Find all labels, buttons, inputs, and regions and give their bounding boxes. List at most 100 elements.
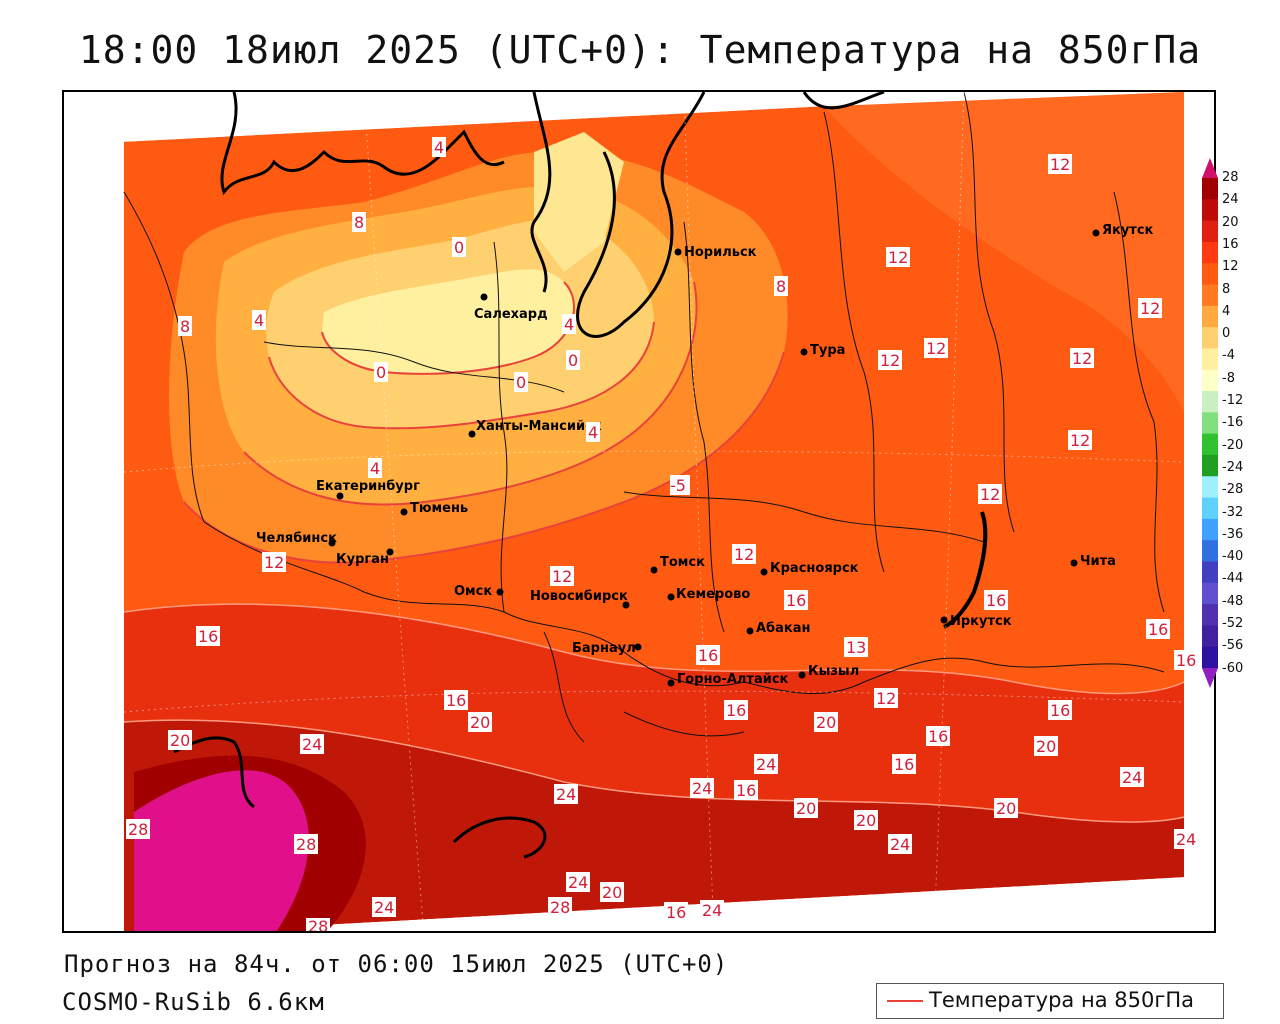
city-label: Красноярск (770, 561, 859, 576)
contour-label: 16 (446, 691, 466, 710)
city-dot (480, 293, 488, 301)
city-label: Ханты-Мансийск (476, 419, 602, 434)
city-dot (800, 348, 808, 356)
colorbar-cell (1202, 220, 1218, 243)
zone-above-28 (134, 770, 309, 931)
colorbar-cell (1202, 646, 1218, 669)
colorbar-tick-label: -32 (1222, 504, 1244, 520)
colorbar-tick-label: -60 (1222, 660, 1244, 676)
contour-label: 16 (1050, 701, 1070, 720)
city-dot (634, 643, 642, 651)
city-label: Томск (660, 555, 705, 570)
contour-label: 13 (846, 638, 866, 657)
contour-label: 24 (1122, 768, 1142, 787)
contour-label: 16 (928, 727, 948, 746)
colorbar-tick-label: 16 (1222, 236, 1239, 252)
city-dot (328, 539, 336, 547)
contour-label: 20 (856, 811, 876, 830)
contour-label: 8 (354, 213, 364, 232)
contour-label: 24 (756, 755, 776, 774)
city-label: Горно-Алтайск (677, 672, 789, 687)
colorbar-bottom-arrow (1202, 668, 1218, 688)
contour-label: 0 (376, 363, 386, 382)
contour-label: 16 (1176, 651, 1196, 670)
city-dot (650, 566, 658, 574)
colorbar-cell (1202, 497, 1218, 520)
colorbar-cell (1202, 604, 1218, 626)
colorbar-tick-label: -48 (1222, 593, 1244, 609)
contour-label: 8 (776, 277, 786, 296)
colorbar-tick-label: 24 (1222, 192, 1239, 208)
colorbar (1202, 158, 1218, 688)
city-dot (386, 548, 394, 556)
city-label: Екатеринбург (316, 479, 420, 494)
colorbar-tick-label: -20 (1222, 437, 1244, 453)
colorbar-cell (1202, 582, 1218, 605)
colorbar-cell (1202, 433, 1218, 456)
colorbar-cell (1202, 327, 1218, 349)
contour-label: 16 (1148, 620, 1168, 639)
contour-label: 16 (698, 646, 718, 665)
contour-label: 0 (568, 351, 578, 370)
contour-label: 4 (434, 138, 444, 157)
contour-label: 16 (786, 591, 806, 610)
city-dot (496, 588, 504, 596)
city-dot (746, 627, 754, 635)
city-label: Новосибирск (530, 589, 628, 604)
city-label: Тюмень (410, 501, 468, 516)
city-dot (400, 508, 408, 516)
temperature-map[interactable]: Норильск Якутск Салехард Тура Ханты-Манс… (62, 90, 1216, 933)
colorbar-cell (1202, 241, 1218, 264)
colorbar-cell (1202, 476, 1218, 499)
contour-label: 20 (996, 799, 1016, 818)
contour-label: 24 (374, 898, 394, 917)
colorbar-tick-label: -24 (1222, 459, 1244, 475)
city-dot (622, 601, 630, 609)
colorbar-cell (1202, 263, 1218, 286)
contour-label: 20 (816, 713, 836, 732)
colorbar-cell (1202, 305, 1218, 328)
city-label: Челябинск (256, 531, 337, 546)
balkhash-coast (452, 816, 547, 859)
colorbar-tick-label: -52 (1222, 616, 1244, 631)
contour-label: 16 (986, 591, 1006, 610)
contour-label: 20 (170, 731, 190, 750)
colorbar-cell (1202, 412, 1218, 435)
city-label: Салехард (474, 307, 548, 322)
contour-label: 0 (454, 238, 464, 257)
colorbar-cell (1202, 454, 1218, 477)
city-dot (798, 671, 806, 679)
colorbar-cell (1202, 284, 1218, 307)
colorbar-tick-label: -44 (1222, 571, 1244, 587)
contour-label: 12 (1072, 349, 1092, 368)
contour-label: 12 (1140, 299, 1160, 318)
city-label: Барнаул (572, 641, 636, 656)
contour-label: -5 (670, 476, 686, 495)
colorbar-tick-label: 0 (1222, 326, 1231, 342)
colorbar-tick-label: -40 (1222, 549, 1244, 565)
contour-label: 12 (876, 689, 896, 708)
contour-label: 16 (666, 903, 686, 922)
contour-label: 12 (888, 248, 908, 267)
city-label: Абакан (756, 621, 811, 636)
city-dot (940, 616, 948, 624)
colorbar-cell (1202, 561, 1218, 584)
colorbar-tick-label: -28 (1222, 482, 1244, 498)
contour-label: 28 (308, 917, 328, 933)
contour-label: 20 (470, 713, 490, 732)
colorbar-tick-label: -36 (1222, 526, 1244, 542)
colorbar-cell (1202, 369, 1218, 392)
contour-label: 12 (264, 553, 284, 572)
city-dot (336, 492, 344, 500)
city-label: Тура (810, 343, 845, 358)
contour-label: 0 (516, 373, 526, 392)
colorbar-cell (1202, 518, 1218, 541)
city-dot (667, 593, 675, 601)
contour-label: 4 (588, 423, 598, 442)
city-dot (674, 248, 682, 256)
contour-label: 20 (1036, 737, 1056, 756)
map-legend: Температура на 850гПа (876, 983, 1224, 1019)
legend-line-swatch (887, 1000, 923, 1002)
colorbar-cell (1202, 540, 1218, 562)
city-label: Якутск (1102, 223, 1154, 238)
